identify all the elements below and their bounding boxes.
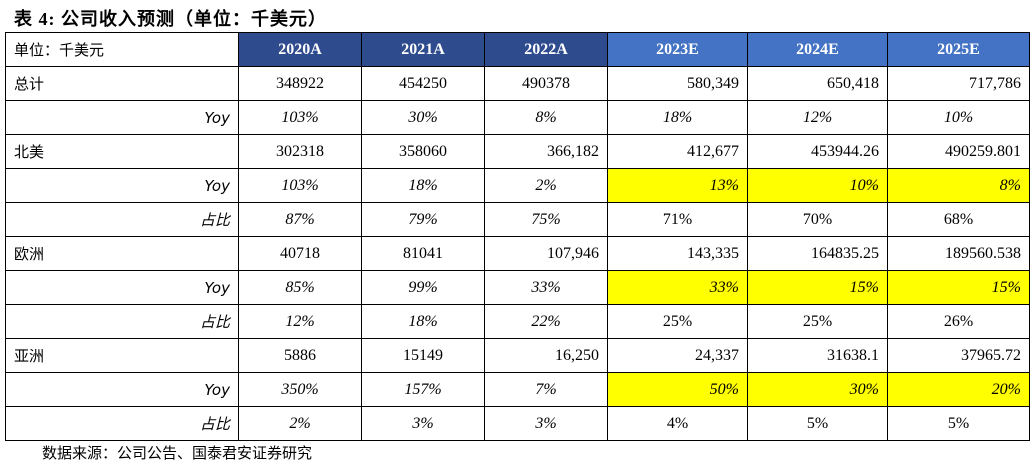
table-cell: 18% bbox=[607, 100, 748, 135]
table-cell: 5886 bbox=[238, 338, 362, 373]
table-cell: 366,182 bbox=[484, 134, 608, 169]
table-row: 北美 302318 358060 366,182 412,677 453944.… bbox=[5, 134, 1030, 169]
highlighted-cell: 15% bbox=[887, 270, 1030, 305]
table-cell: 70% bbox=[747, 202, 888, 237]
highlighted-cell: 8% bbox=[887, 168, 1030, 203]
table-cell: 650,418 bbox=[747, 66, 888, 101]
table-row: 亚洲 5886 15149 16,250 24,337 31638.1 3796… bbox=[5, 338, 1030, 373]
table-cell: 2% bbox=[238, 406, 362, 441]
row-label: 占比 bbox=[5, 202, 239, 237]
table-cell: 25% bbox=[607, 304, 748, 339]
table-cell: 8% bbox=[484, 100, 608, 135]
table-cell: 71% bbox=[607, 202, 748, 237]
table-cell: 30% bbox=[361, 100, 485, 135]
table-cell: 302318 bbox=[238, 134, 362, 169]
year-header: 2021A bbox=[361, 32, 485, 67]
highlighted-cell: 20% bbox=[887, 372, 1030, 407]
highlighted-cell: 13% bbox=[607, 168, 748, 203]
table-cell: 143,335 bbox=[607, 236, 748, 271]
table-cell: 348922 bbox=[238, 66, 362, 101]
year-header: 2020A bbox=[238, 32, 362, 67]
unit-label: 单位：千美元 bbox=[5, 32, 239, 67]
revenue-forecast-table: 单位：千美元 2020A 2021A 2022A 2023E 2024E 202… bbox=[5, 32, 1030, 441]
highlighted-cell: 50% bbox=[607, 372, 748, 407]
table-cell: 87% bbox=[238, 202, 362, 237]
table-cell: 18% bbox=[361, 168, 485, 203]
row-label: Yoy bbox=[5, 372, 239, 407]
row-label: 欧洲 bbox=[5, 236, 239, 271]
table-cell: 75% bbox=[484, 202, 608, 237]
table-cell: 10% bbox=[887, 100, 1030, 135]
row-label: Yoy bbox=[5, 270, 239, 305]
table-cell: 12% bbox=[238, 304, 362, 339]
table-cell: 18% bbox=[361, 304, 485, 339]
table-cell: 717,786 bbox=[887, 66, 1030, 101]
table-cell: 412,677 bbox=[607, 134, 748, 169]
table-cell: 25% bbox=[747, 304, 888, 339]
table-cell: 7% bbox=[484, 372, 608, 407]
table-cell: 37965.72 bbox=[887, 338, 1030, 373]
table-cell: 490378 bbox=[484, 66, 608, 101]
table-row: Yoy 350% 157% 7% 50% 30% 20% bbox=[5, 372, 1030, 407]
table-cell: 453944.26 bbox=[747, 134, 888, 169]
highlighted-cell: 33% bbox=[607, 270, 748, 305]
table-row: 欧洲 40718 81041 107,946 143,335 164835.25… bbox=[5, 236, 1030, 271]
row-label: 亚洲 bbox=[5, 338, 239, 373]
table-row: 总计 348922 454250 490378 580,349 650,418 … bbox=[5, 66, 1030, 101]
table-cell: 33% bbox=[484, 270, 608, 305]
highlighted-cell: 30% bbox=[747, 372, 888, 407]
header-row: 单位：千美元 2020A 2021A 2022A 2023E 2024E 202… bbox=[5, 32, 1030, 67]
table-cell: 3% bbox=[484, 406, 608, 441]
table-cell: 81041 bbox=[361, 236, 485, 271]
table-cell: 189560.538 bbox=[887, 236, 1030, 271]
year-header: 2024E bbox=[747, 32, 888, 67]
table-row: 占比 87% 79% 75% 71% 70% 68% bbox=[5, 202, 1030, 237]
table-row: 占比 12% 18% 22% 25% 25% 26% bbox=[5, 304, 1030, 339]
table-row: 占比 2% 3% 3% 4% 5% 5% bbox=[5, 406, 1030, 441]
table-cell: 107,946 bbox=[484, 236, 608, 271]
row-label: Yoy bbox=[5, 168, 239, 203]
table-cell: 85% bbox=[238, 270, 362, 305]
table-cell: 26% bbox=[887, 304, 1030, 339]
row-label: 占比 bbox=[5, 304, 239, 339]
year-header: 2022A bbox=[484, 32, 608, 67]
table-cell: 12% bbox=[747, 100, 888, 135]
table-row: Yoy 103% 30% 8% 18% 12% 10% bbox=[5, 100, 1030, 135]
source-note: 数据来源：公司公告、国泰君安证券研究 bbox=[42, 444, 313, 462]
year-header: 2023E bbox=[607, 32, 748, 67]
table-cell: 22% bbox=[484, 304, 608, 339]
table-cell: 350% bbox=[238, 372, 362, 407]
table-row: Yoy 103% 18% 2% 13% 10% 8% bbox=[5, 168, 1030, 203]
row-label: 占比 bbox=[5, 406, 239, 441]
table-cell: 31638.1 bbox=[747, 338, 888, 373]
table-cell: 3% bbox=[361, 406, 485, 441]
table-cell: 103% bbox=[238, 168, 362, 203]
table-cell: 79% bbox=[361, 202, 485, 237]
table-cell: 454250 bbox=[361, 66, 485, 101]
table-cell: 68% bbox=[887, 202, 1030, 237]
table-cell: 15149 bbox=[361, 338, 485, 373]
table-title: 表 4: 公司收入预测（单位：千美元） bbox=[14, 9, 327, 29]
year-header: 2025E bbox=[887, 32, 1030, 67]
highlighted-cell: 15% bbox=[747, 270, 888, 305]
table-cell: 24,337 bbox=[607, 338, 748, 373]
row-label: Yoy bbox=[5, 100, 239, 135]
table-cell: 16,250 bbox=[484, 338, 608, 373]
table-cell: 580,349 bbox=[607, 66, 748, 101]
table-cell: 5% bbox=[747, 406, 888, 441]
table-cell: 99% bbox=[361, 270, 485, 305]
table-cell: 103% bbox=[238, 100, 362, 135]
row-label: 总计 bbox=[5, 66, 239, 101]
table-cell: 2% bbox=[484, 168, 608, 203]
highlighted-cell: 10% bbox=[747, 168, 888, 203]
table-cell: 164835.25 bbox=[747, 236, 888, 271]
table-row: Yoy 85% 99% 33% 33% 15% 15% bbox=[5, 270, 1030, 305]
row-label: 北美 bbox=[5, 134, 239, 169]
table-cell: 40718 bbox=[238, 236, 362, 271]
table-cell: 5% bbox=[887, 406, 1030, 441]
table-cell: 490259.801 bbox=[887, 134, 1030, 169]
table-cell: 358060 bbox=[361, 134, 485, 169]
table-cell: 157% bbox=[361, 372, 485, 407]
table-cell: 4% bbox=[607, 406, 748, 441]
